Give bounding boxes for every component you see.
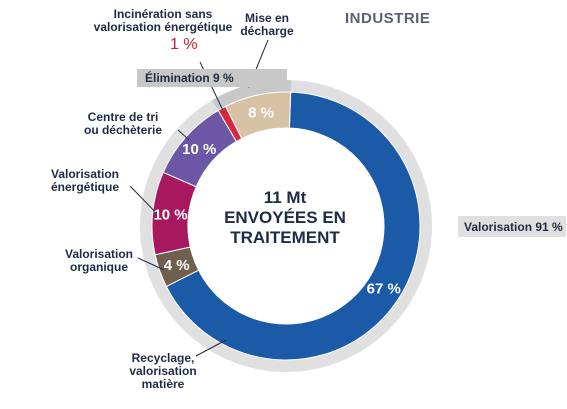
center-label-line3: TRAITEMENT xyxy=(230,228,340,247)
leader-energetique xyxy=(129,185,157,214)
label-recyclage-line1: Recyclage, xyxy=(131,351,195,365)
slice-value-label-1: 4 % xyxy=(164,257,190,274)
center-label-line2: ENVOYÉES EN xyxy=(224,208,346,227)
label-incineration: Incinération sans valorisation énergétiq… xyxy=(62,8,264,34)
donut-hole xyxy=(188,128,384,324)
label-decharge-line1: Mise en xyxy=(244,11,289,25)
incineration-value-label: 1 % xyxy=(170,36,198,53)
center-label-line1: 11 Mt xyxy=(263,188,307,207)
label-decharge: Mise en décharge xyxy=(232,12,302,38)
leader-centre xyxy=(177,129,190,141)
label-valorisation-energetique: Valorisation énergétique xyxy=(40,168,130,194)
label-energetique-line2: énergétique xyxy=(50,180,119,194)
label-valorisation-organique: Valorisation organique xyxy=(58,248,140,274)
ring-elimination xyxy=(212,80,292,111)
leader-recyclage xyxy=(195,339,227,357)
label-recyclage-line2: valorisation xyxy=(129,364,197,378)
slice-value-label-2: 10 % xyxy=(153,207,187,224)
slice-value-label-3: 10 % xyxy=(182,141,216,158)
label-incineration-line2: valorisation énergétique xyxy=(93,20,233,34)
label-decharge-line2: décharge xyxy=(240,24,294,38)
label-organique-line1: Valorisation xyxy=(64,247,134,261)
label-energetique-line1: Valorisation xyxy=(50,167,120,181)
label-recyclage: Recyclage, valorisation matière xyxy=(118,352,208,391)
outer-group-ring xyxy=(139,80,432,373)
label-centre-line1: Centre de tri xyxy=(87,110,159,124)
label-recyclage-line3: matière xyxy=(141,377,185,391)
label-incineration-line1: Incinération sans xyxy=(113,7,213,21)
elimination-group-label: Élimination 9 % xyxy=(145,71,234,85)
label-centre-de-tri: Centre de tri ou déchèterie xyxy=(68,111,178,137)
leader-organique xyxy=(137,257,164,271)
valorisation-group-box xyxy=(458,216,566,237)
label-centre-line2: ou déchèterie xyxy=(83,123,163,137)
valorisation-group-label: Valorisation 91 % xyxy=(464,220,563,234)
slice-value-label-5: 8 % xyxy=(248,105,274,122)
elimination-group-box xyxy=(137,69,287,87)
slice-value-label-0: 67 % xyxy=(367,280,401,297)
chart-title: INDUSTRIE xyxy=(345,10,431,27)
center-label: 11 Mt ENVOYÉES EN TRAITEMENT xyxy=(195,188,375,248)
slice-value-labels: 67 % 4 % 10 % 10 % 8 % xyxy=(153,105,400,298)
label-organique-line2: organique xyxy=(69,260,128,274)
